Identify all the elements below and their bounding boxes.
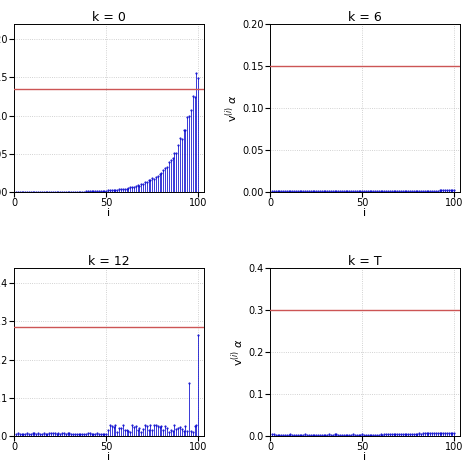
Title: k = 6: k = 6	[348, 11, 382, 24]
Title: k = 12: k = 12	[88, 255, 130, 268]
Title: k = T: k = T	[348, 255, 382, 268]
X-axis label: i: i	[364, 452, 366, 462]
X-axis label: i: i	[108, 208, 110, 218]
Y-axis label: v$^{(i)}$ $\alpha$: v$^{(i)}$ $\alpha$	[223, 94, 240, 122]
X-axis label: i: i	[364, 208, 366, 218]
Y-axis label: v$^{(i)}$ $\alpha$: v$^{(i)}$ $\alpha$	[229, 338, 246, 366]
X-axis label: i: i	[108, 452, 110, 462]
Title: k = 0: k = 0	[92, 11, 126, 24]
